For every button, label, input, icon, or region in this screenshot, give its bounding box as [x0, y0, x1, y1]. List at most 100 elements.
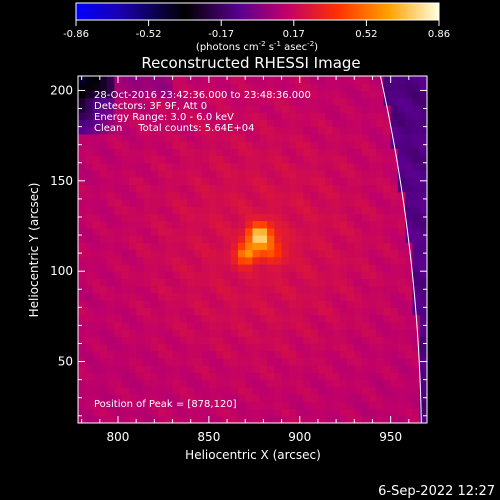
heatmap-pixel	[157, 227, 166, 236]
heatmap-pixel	[412, 365, 421, 373]
heatmap-pixel	[310, 329, 319, 337]
heatmap-pixel	[223, 162, 232, 171]
heatmap-pixel	[208, 386, 217, 395]
heatmap-pixel	[368, 249, 377, 258]
heatmap-pixel	[303, 169, 312, 178]
heatmap-pixel	[274, 104, 283, 113]
heatmap-pixel	[187, 365, 195, 373]
heatmap-pixel	[230, 408, 239, 417]
heatmap-pixel	[187, 300, 195, 308]
heatmap-pixel	[165, 357, 174, 366]
heatmap-pixel	[245, 220, 254, 229]
heatmap-pixel	[368, 177, 377, 186]
heatmap-pixel	[128, 292, 137, 301]
heatmap-pixel	[143, 83, 152, 92]
heatmap-pixel	[274, 401, 283, 410]
heatmap-pixel	[208, 372, 217, 381]
heatmap-pixel	[201, 76, 210, 84]
heatmap-pixel	[237, 162, 246, 171]
heatmap-pixel	[157, 249, 166, 258]
heatmap-pixel	[245, 126, 254, 135]
heatmap-pixel	[332, 307, 341, 316]
heatmap-pixel	[281, 90, 290, 99]
heatmap-pixel	[332, 336, 341, 345]
heatmap-pixel	[310, 263, 319, 272]
heatmap-pixel	[216, 307, 225, 316]
heatmap-pixel	[296, 227, 304, 236]
heatmap-pixel	[339, 119, 348, 128]
heatmap-pixel	[128, 133, 137, 142]
heatmap-pixel	[107, 278, 115, 287]
heatmap-pixel	[412, 191, 421, 200]
heatmap-pixel	[317, 162, 326, 171]
heatmap-pixel	[143, 133, 152, 142]
heatmap-pixel	[237, 408, 246, 417]
heatmap-pixel	[216, 141, 225, 149]
heatmap-pixel	[267, 307, 275, 316]
heatmap-pixel	[310, 141, 319, 149]
annotation-line: Clean Total counts: 5.64E+04	[94, 123, 254, 134]
heatmap-pixel	[216, 133, 225, 142]
heatmap-pixel	[157, 76, 166, 84]
heatmap-pixel	[376, 386, 384, 395]
heatmap-pixel	[390, 220, 399, 229]
heatmap-pixel	[165, 343, 174, 352]
heatmap-pixel	[179, 401, 188, 410]
heatmap-pixel	[361, 256, 370, 265]
heatmap-pixel	[201, 227, 210, 236]
heatmap-pixel	[179, 104, 188, 113]
heatmap-pixel	[390, 162, 399, 171]
heatmap-pixel	[325, 329, 334, 337]
heatmap-pixel	[397, 119, 406, 128]
heatmap-pixel	[165, 408, 174, 417]
heatmap-pixel	[92, 198, 101, 207]
heatmap-pixel	[354, 198, 363, 207]
heatmap-pixel	[332, 227, 341, 236]
heatmap-pixel	[172, 220, 181, 229]
heatmap-pixel	[252, 379, 261, 388]
heatmap-pixel	[390, 169, 399, 178]
heatmap-pixel	[128, 242, 137, 251]
heatmap-pixel	[303, 97, 312, 106]
heatmap-pixel	[405, 329, 414, 337]
heatmap-pixel	[85, 343, 94, 352]
heatmap-pixel	[114, 249, 123, 258]
heatmap-pixel	[92, 365, 101, 373]
heatmap-pixel	[78, 386, 86, 395]
heatmap-pixel	[216, 415, 225, 423]
heatmap-pixel	[267, 83, 275, 92]
heatmap-pixel	[165, 112, 174, 120]
heatmap-pixel	[114, 343, 123, 352]
heatmap-pixel	[252, 401, 261, 410]
heatmap-pixel	[288, 141, 297, 149]
heatmap-pixel	[390, 314, 399, 323]
heatmap-pixel	[419, 307, 427, 316]
heatmap-pixel	[281, 285, 290, 294]
heatmap-pixel	[339, 292, 348, 301]
heatmap-pixel	[143, 191, 152, 200]
heatmap-pixel	[78, 97, 86, 106]
heatmap-pixel	[325, 90, 334, 99]
heatmap-pixel	[397, 242, 406, 251]
heatmap-pixel	[99, 365, 108, 373]
heatmap-pixel	[143, 278, 152, 287]
heatmap-pixel	[128, 314, 137, 323]
heatmap-pixel	[405, 263, 414, 272]
heatmap-pixel	[310, 104, 319, 113]
heatmap-pixel	[361, 408, 370, 417]
heatmap-pixel	[230, 271, 239, 280]
heatmap-pixel	[99, 169, 108, 178]
heatmap-pixel	[85, 104, 94, 113]
heatmap-pixel	[383, 314, 392, 323]
heatmap-pixel	[288, 394, 297, 402]
heatmap-pixel	[157, 112, 166, 120]
heatmap-pixel	[201, 357, 210, 366]
heatmap-pixel	[259, 177, 268, 186]
colorbar-unit-label: (photons cm-2 s-1 asec-2)	[196, 40, 318, 53]
heatmap-pixel	[85, 336, 94, 345]
heatmap-pixel	[245, 285, 254, 294]
heatmap-pixel	[136, 220, 145, 229]
heatmap-pixel	[223, 386, 232, 395]
heatmap-pixel	[114, 97, 123, 106]
heatmap-pixel	[281, 155, 290, 164]
